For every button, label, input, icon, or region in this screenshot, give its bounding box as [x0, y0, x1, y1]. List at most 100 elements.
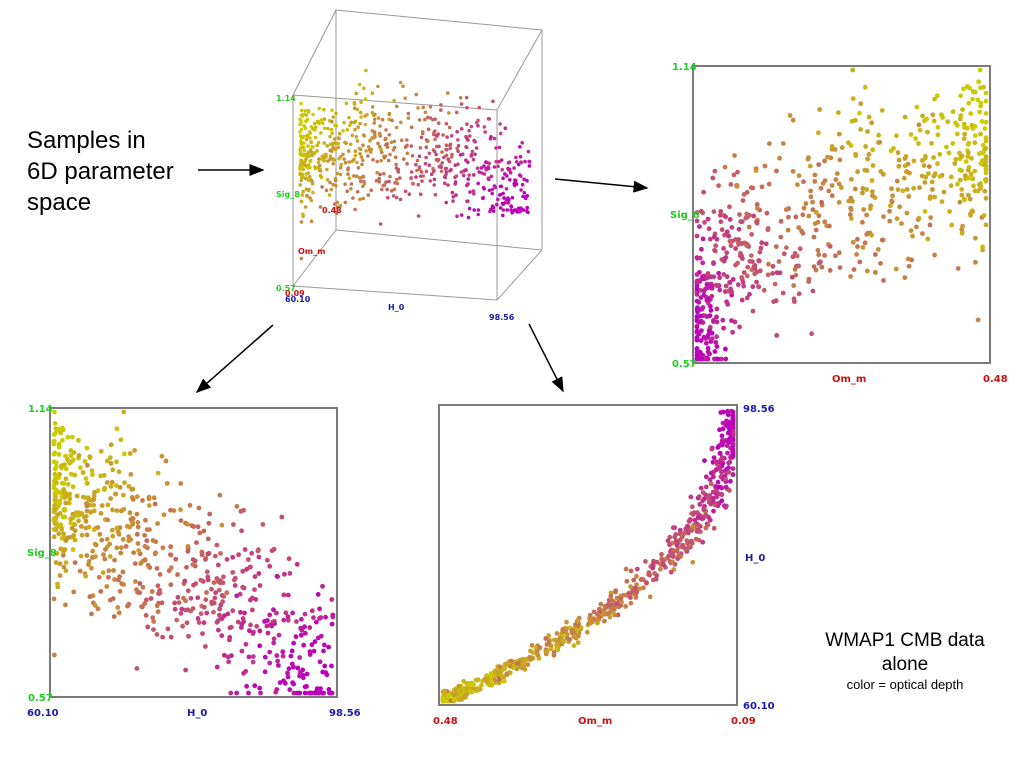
- scatter-point: [932, 172, 938, 177]
- scatter-point: [487, 188, 492, 193]
- scatter-point: [864, 187, 869, 192]
- scatter-point: [694, 292, 700, 297]
- cube-sig-min-tick: 0.57: [276, 284, 296, 293]
- scatter-point: [508, 658, 514, 664]
- scatter-point: [694, 298, 700, 304]
- scatter-point: [307, 150, 311, 154]
- scatter-point: [699, 246, 704, 252]
- x-tick-max: 0.48: [983, 374, 1008, 385]
- scatter-point: [201, 528, 207, 534]
- scatter-point: [747, 291, 752, 297]
- cube-h0-max-tick: 98.56: [489, 313, 515, 322]
- scatter-point: [322, 141, 327, 145]
- scatter-point: [387, 133, 392, 137]
- scatter-point: [390, 118, 394, 123]
- scatter-point: [575, 640, 581, 645]
- scatter-point: [252, 683, 258, 689]
- scatter-point: [709, 446, 715, 452]
- scatter-point: [720, 317, 726, 323]
- scatter-point: [417, 165, 422, 169]
- scatter-point: [983, 119, 989, 125]
- cube-sig-max-tick: 1.14: [276, 94, 296, 103]
- scatter-point: [742, 240, 747, 246]
- scatter-point: [964, 84, 970, 89]
- scatter-point: [78, 553, 84, 559]
- scatter-point: [703, 484, 709, 490]
- scatter-point: [349, 182, 354, 186]
- scatter-point: [424, 169, 429, 174]
- scatter-point: [147, 565, 153, 570]
- scatter-point: [434, 152, 438, 157]
- scatter-point: [329, 621, 335, 627]
- scatter-point: [302, 148, 307, 153]
- scatter-point: [706, 499, 712, 505]
- scatter-point: [506, 196, 510, 200]
- cube-frame: [292, 9, 543, 301]
- scatter-point: [489, 135, 493, 139]
- scatter-point: [368, 150, 373, 154]
- scatter-point: [205, 574, 211, 580]
- scatter-point: [387, 179, 391, 184]
- scatter-point: [930, 187, 935, 192]
- scatter-point: [298, 117, 302, 122]
- scatter-point: [317, 163, 322, 168]
- scatter-point: [969, 208, 975, 214]
- scatter-point: [444, 121, 449, 126]
- scatter-point: [464, 685, 470, 691]
- scatter-point: [721, 325, 726, 331]
- scatter-point: [203, 644, 208, 649]
- scatter-point: [697, 255, 703, 261]
- scatter-point: [89, 611, 94, 617]
- scatter-point: [650, 565, 656, 571]
- scatter-point: [700, 539, 706, 545]
- scatter-point: [372, 132, 377, 137]
- scatter-point: [501, 208, 506, 212]
- scatter-point: [74, 493, 80, 499]
- scatter-point: [968, 212, 973, 218]
- y-axis-label: Sig_8: [27, 548, 57, 559]
- scatter-point: [978, 181, 983, 187]
- scatter-point: [205, 551, 211, 557]
- scatter-point: [239, 648, 245, 654]
- scatter-point: [961, 86, 966, 92]
- scatter-point: [91, 497, 97, 502]
- scatter-point: [234, 593, 240, 599]
- scatter-point: [465, 122, 469, 126]
- scatter-point: [104, 480, 110, 485]
- scatter-point: [423, 161, 428, 166]
- scatter-point: [320, 583, 325, 589]
- scatter-point: [717, 212, 723, 218]
- scatter-point: [672, 534, 678, 540]
- scatter-point: [829, 183, 835, 188]
- scatter-point: [326, 159, 330, 163]
- scatter-point: [523, 159, 527, 164]
- scatter-point: [710, 489, 716, 495]
- scatter-point: [509, 204, 514, 209]
- scatter-point: [889, 186, 894, 192]
- scatter-point: [705, 297, 711, 302]
- scatter-point: [683, 546, 688, 551]
- scatter-point: [834, 171, 840, 177]
- scatter-point: [309, 642, 315, 648]
- cube-h0-min-tick: 60.10: [285, 295, 311, 304]
- scatter-point: [740, 198, 746, 203]
- scatter-point: [497, 145, 502, 150]
- scatter-point: [614, 595, 620, 601]
- scatter-point: [459, 102, 464, 106]
- scatter-point: [456, 138, 460, 142]
- scatter-point: [377, 176, 382, 181]
- scatter-point: [366, 154, 370, 158]
- scatter-point: [806, 279, 812, 284]
- scatter-point: [427, 151, 432, 156]
- scatter-point: [314, 619, 319, 625]
- scatter-point: [865, 129, 870, 134]
- scatter-point: [230, 570, 236, 575]
- scatter-point: [101, 473, 107, 478]
- scatter-point: [309, 150, 314, 155]
- scatter-point: [99, 537, 105, 543]
- scatter-point: [444, 153, 449, 158]
- scatter-point: [107, 597, 113, 603]
- scatter-point: [498, 131, 503, 136]
- scatter-point: [688, 544, 693, 550]
- scatter-point: [347, 176, 352, 180]
